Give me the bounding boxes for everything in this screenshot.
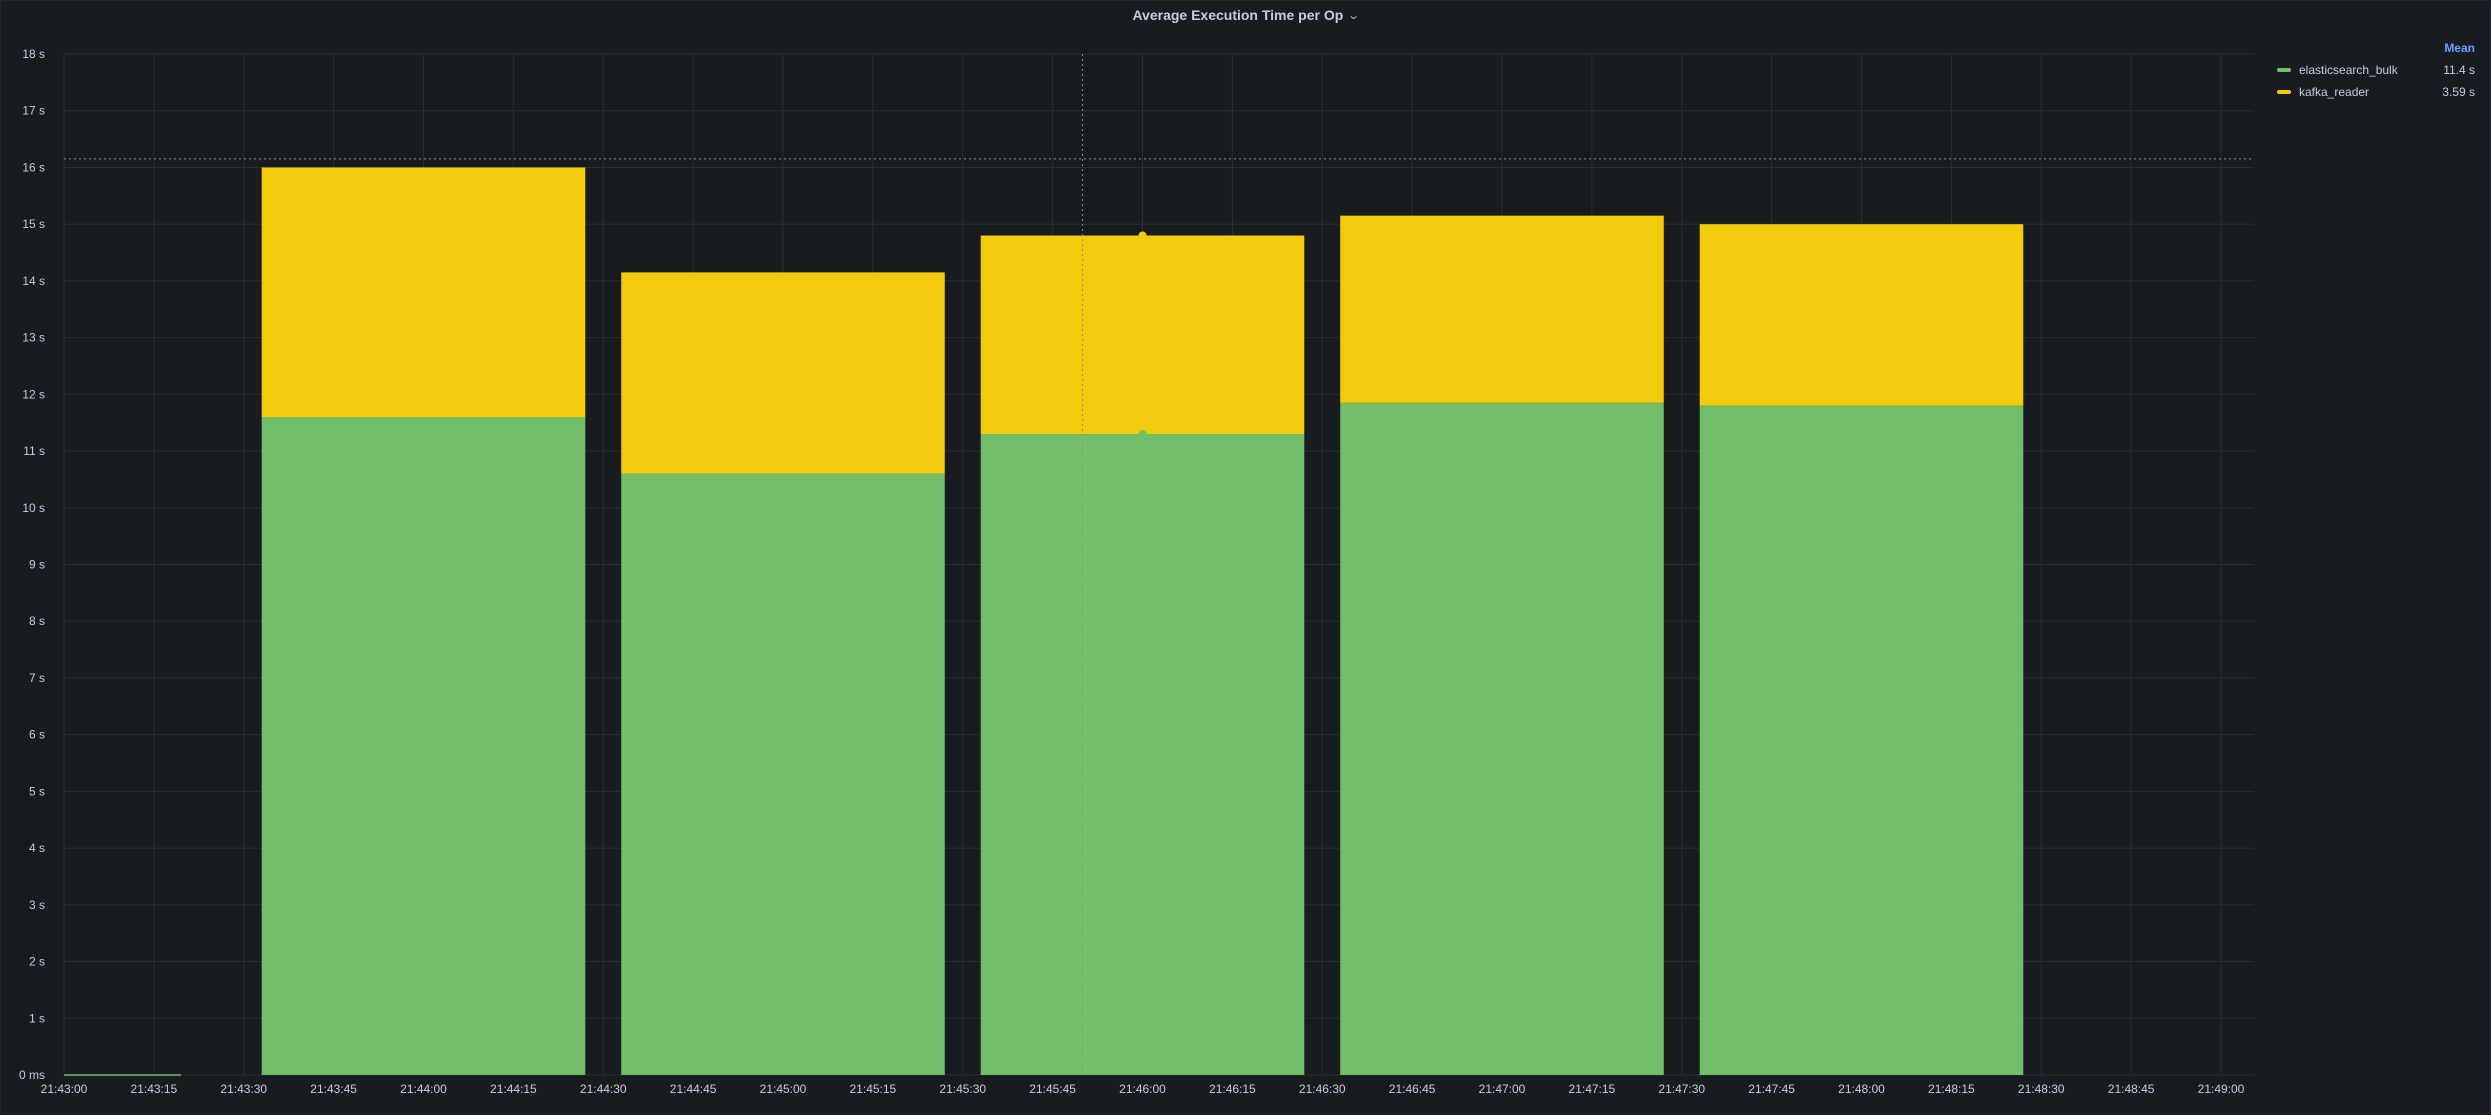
y-tick-label: 9 s — [29, 558, 45, 572]
legend-mean-value: 11.4 s — [2443, 63, 2475, 77]
y-axis-labels: 0 ms 1 s 2 s 3 s 4 s 5 s 6 s 7 s 8 s 9 s 10 s 11 s 1… — [19, 47, 45, 1082]
overlay — [64, 54, 2254, 1076]
y-tick-label: 0 ms — [19, 1068, 45, 1082]
panel-title: Average Execution Time per Op — [1132, 7, 1344, 23]
bars — [261, 167, 2024, 1076]
y-tick-label: 3 s — [29, 898, 45, 912]
x-tick-label: 21:44:15 — [490, 1082, 537, 1096]
bar-elasticsearch-bulk — [621, 473, 945, 1075]
y-tick-label: 10 s — [22, 501, 45, 515]
hover-point — [1138, 430, 1147, 439]
chevron-down-icon: ⌄ — [1347, 9, 1360, 22]
legend-header-mean[interactable]: Mean — [2444, 41, 2475, 55]
bar-elasticsearch-bulk — [1699, 405, 2024, 1076]
x-tick-label: 21:46:30 — [1299, 1082, 1346, 1096]
panel-header: Average Execution Time per Op ⌄ — [1, 1, 2490, 29]
y-tick-label: 4 s — [29, 841, 45, 855]
x-tick-label: 21:43:15 — [131, 1082, 178, 1096]
x-tick-label: 21:45:15 — [850, 1082, 897, 1096]
bar-kafka-reader — [621, 272, 945, 474]
x-tick-label: 21:47:45 — [1748, 1082, 1795, 1096]
x-tick-label: 21:48:30 — [2018, 1082, 2065, 1096]
y-tick-label: 12 s — [22, 387, 45, 401]
x-tick-label: 21:43:00 — [41, 1082, 88, 1096]
legend-swatch — [2277, 68, 2291, 72]
y-tick-label: 1 s — [29, 1011, 45, 1025]
bar-elasticsearch-bulk — [980, 434, 1305, 1075]
x-tick-label: 21:43:45 — [310, 1082, 357, 1096]
x-tick-label: 21:45:45 — [1029, 1082, 1076, 1096]
y-tick-label: 5 s — [29, 784, 45, 798]
x-tick-label: 21:49:00 — [2198, 1082, 2245, 1096]
y-tick-label: 8 s — [29, 614, 45, 628]
x-tick-label: 21:45:30 — [939, 1082, 986, 1096]
panel-title-menu[interactable]: Average Execution Time per Op ⌄ — [1132, 7, 1360, 23]
y-tick-label: 13 s — [22, 331, 45, 345]
x-tick-label: 21:48:45 — [2108, 1082, 2155, 1096]
legend: Mean elasticsearch_bulk 11.4 s kafka_rea… — [2277, 37, 2477, 103]
x-tick-label: 21:47:15 — [1569, 1082, 1616, 1096]
legend-swatch — [2277, 90, 2291, 94]
x-tick-label: 21:43:30 — [220, 1082, 267, 1096]
legend-label: elasticsearch_bulk — [2299, 63, 2398, 77]
x-axis-labels: 21:43:00 21:43:15 21:43:30 21:43:45 21:44:00… — [41, 1082, 2245, 1096]
bar-kafka-reader — [261, 167, 586, 418]
x-tick-label: 21:46:15 — [1209, 1082, 1256, 1096]
x-tick-label: 21:44:30 — [580, 1082, 627, 1096]
x-tick-label: 21:44:45 — [670, 1082, 717, 1096]
legend-mean-value: 3.59 s — [2442, 85, 2475, 99]
bar-kafka-reader — [1699, 224, 2024, 406]
x-tick-label: 21:47:30 — [1658, 1082, 1705, 1096]
bar-elasticsearch-bulk — [261, 417, 586, 1075]
bar-elasticsearch-bulk — [1340, 402, 1664, 1075]
bar-kafka-reader — [1340, 215, 1664, 403]
x-tick-label: 21:44:00 — [400, 1082, 447, 1096]
y-tick-label: 6 s — [29, 728, 45, 742]
legend-item-kafka-reader[interactable]: kafka_reader 3.59 s — [2277, 81, 2477, 103]
y-tick-label: 17 s — [22, 104, 45, 118]
y-tick-label: 16 s — [22, 160, 45, 174]
y-tick-label: 15 s — [22, 217, 45, 231]
x-tick-label: 21:46:00 — [1119, 1082, 1166, 1096]
y-tick-label: 18 s — [22, 47, 45, 61]
x-tick-label: 21:48:15 — [1928, 1082, 1975, 1096]
x-tick-label: 21:48:00 — [1838, 1082, 1885, 1096]
bar-kafka-reader — [980, 235, 1305, 435]
legend-label: kafka_reader — [2299, 85, 2370, 99]
x-tick-label: 21:45:00 — [760, 1082, 807, 1096]
y-tick-label: 7 s — [29, 671, 45, 685]
y-tick-label: 11 s — [23, 444, 45, 458]
y-tick-label: 14 s — [22, 274, 45, 288]
x-tick-label: 21:47:00 — [1479, 1082, 1526, 1096]
x-tick-label: 21:46:45 — [1389, 1082, 1436, 1096]
hover-point — [1138, 231, 1147, 240]
legend-item-elasticsearch-bulk[interactable]: elasticsearch_bulk 11.4 s — [2277, 59, 2477, 81]
y-tick-label: 2 s — [29, 955, 45, 969]
